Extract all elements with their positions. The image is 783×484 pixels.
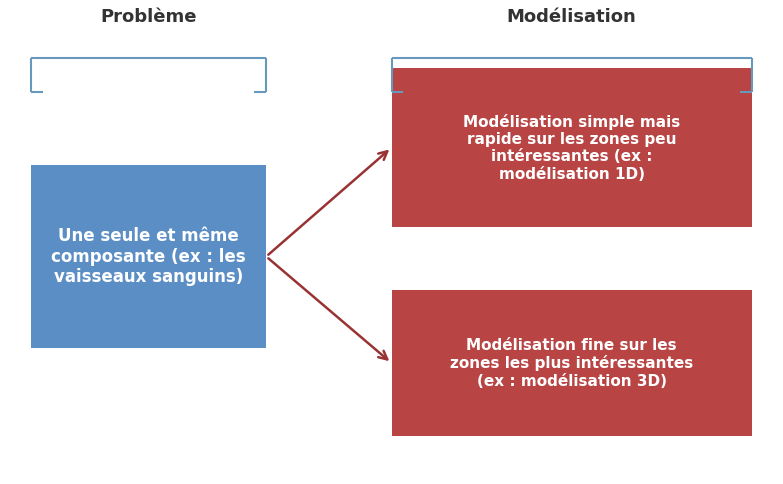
FancyBboxPatch shape xyxy=(392,68,752,227)
Text: Modélisation simple mais
rapide sur les zones peu
intéressantes (ex :
modélisati: Modélisation simple mais rapide sur les … xyxy=(463,114,680,182)
Text: Problème: Problème xyxy=(100,8,197,26)
FancyBboxPatch shape xyxy=(31,165,266,348)
Text: Modélisation fine sur les
zones les plus intéressantes
(ex : modélisation 3D): Modélisation fine sur les zones les plus… xyxy=(450,337,693,389)
Text: Une seule et même
composante (ex : les
vaisseaux sanguins): Une seule et même composante (ex : les v… xyxy=(52,227,246,287)
FancyBboxPatch shape xyxy=(392,290,752,436)
Text: Modélisation: Modélisation xyxy=(507,8,637,26)
